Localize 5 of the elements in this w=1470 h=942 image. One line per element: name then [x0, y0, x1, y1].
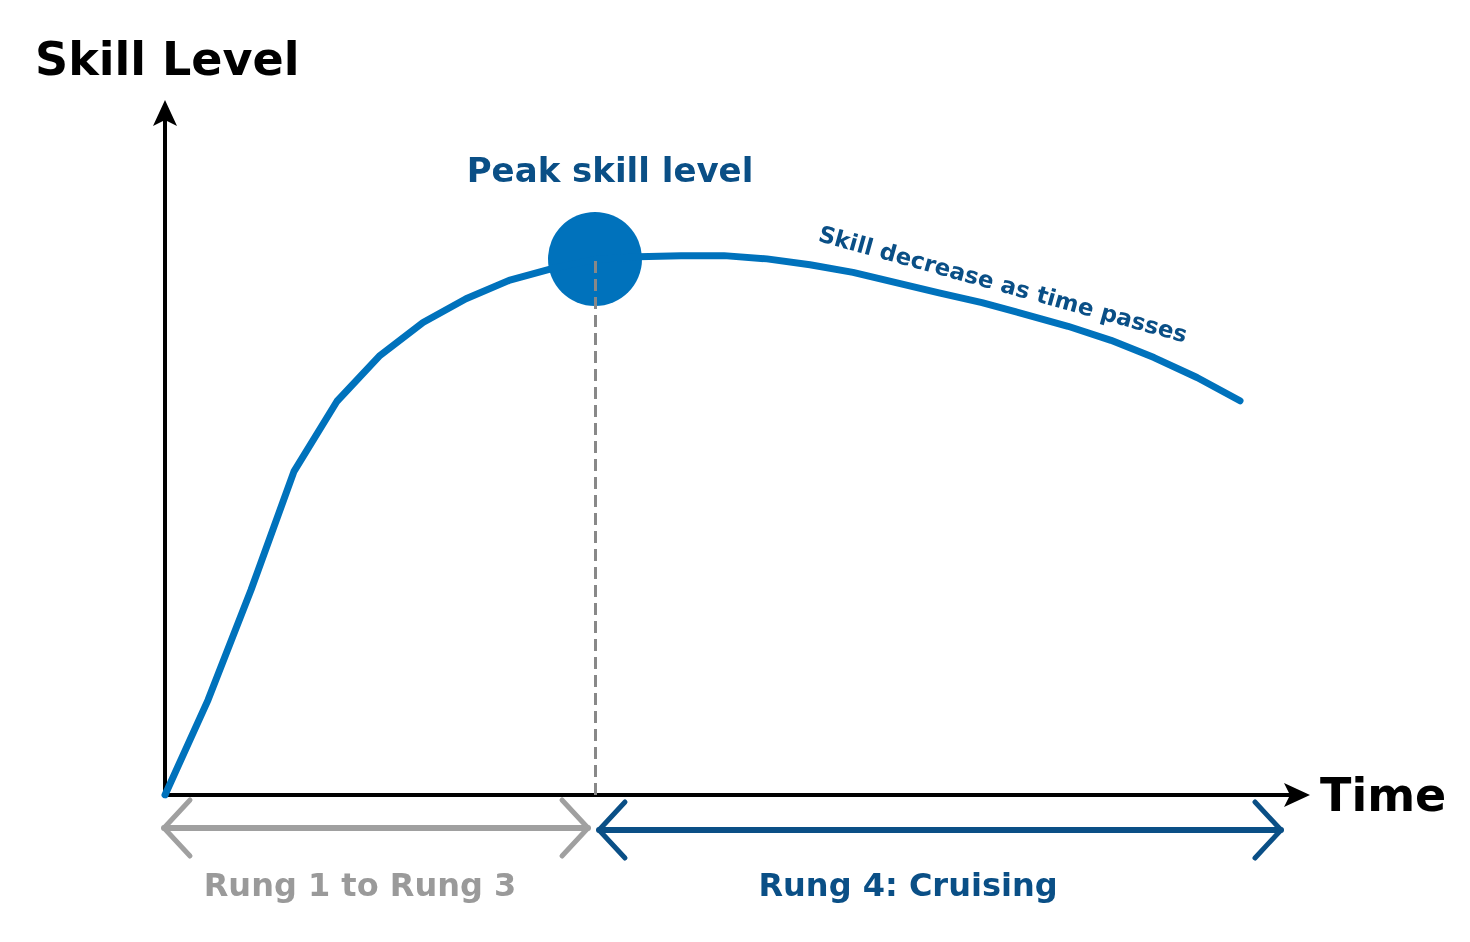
x-axis-title: Time: [1320, 768, 1447, 822]
annotation: Peak skill level: [466, 150, 754, 190]
y-axis-title: Skill Level: [35, 32, 300, 86]
text: Rung 4: Cruising: [758, 866, 1058, 904]
text: Rung 1 to Rung 3: [203, 866, 517, 904]
